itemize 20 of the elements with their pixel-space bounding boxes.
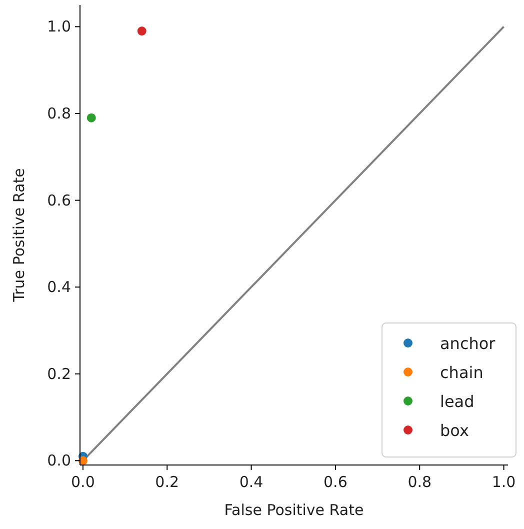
- y-tick-label: 0.8: [47, 104, 71, 122]
- x-tick-label: 0.2: [155, 473, 180, 491]
- x-tick-label: 1.0: [492, 473, 516, 491]
- legend-label: box: [440, 421, 469, 440]
- x-axis-title: False Positive Rate: [224, 501, 364, 519]
- x-tick-label: 0.6: [324, 473, 348, 491]
- legend-label: anchor: [440, 334, 496, 353]
- y-tick-label: 0.6: [47, 191, 71, 210]
- x-tick-label: 0.0: [71, 473, 95, 491]
- point: [86, 113, 96, 122]
- legend-label: lead: [440, 392, 474, 411]
- legend-label: chain: [440, 363, 484, 382]
- y-tick-label: 0.0: [47, 452, 71, 470]
- x-tick-label: 0.4: [239, 473, 264, 491]
- y-tick-label: 1.0: [47, 18, 71, 36]
- y-tick-label: 0.4: [47, 278, 71, 296]
- point: [137, 26, 146, 36]
- y-tick-label: 0.2: [47, 364, 71, 383]
- y-axis-title: True Positive Rate: [10, 168, 28, 303]
- x-tick-label: 0.8: [408, 473, 432, 491]
